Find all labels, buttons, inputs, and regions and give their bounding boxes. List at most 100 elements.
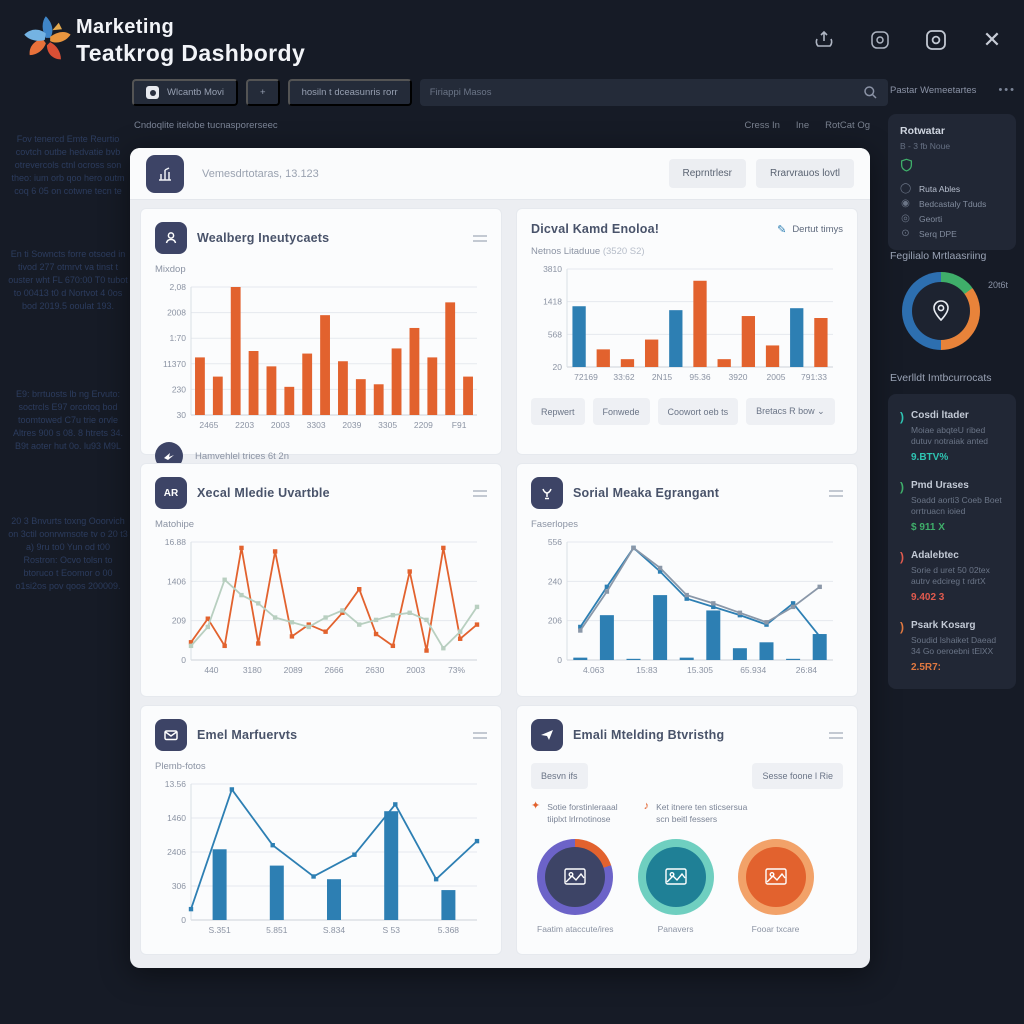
- chart-axis-note: (3520 S2): [602, 246, 645, 257]
- margin-note-2: E9: brrtuosts lb ng Ervuto: soctrcls E97…: [12, 389, 124, 451]
- list-bullet-icon: ⊙: [901, 228, 910, 239]
- metric-body: Psark Kosarg Soudid lshaiket Daead 34 Go …: [911, 620, 1004, 673]
- search-icon[interactable]: [863, 85, 878, 100]
- card-menu-icon[interactable]: [473, 731, 487, 739]
- tab-reports[interactable]: hosiln t dceasunris rorr: [287, 79, 412, 106]
- analytics-icon: [146, 154, 184, 193]
- donut-annotation: 20t6t: [988, 280, 1009, 290]
- svg-text:791:33: 791:33: [801, 372, 827, 382]
- svg-text:15:83: 15:83: [636, 665, 658, 675]
- close-icon[interactable]: ✕: [982, 27, 1002, 52]
- gauge-0: Faatim ataccute/ires: [537, 839, 614, 934]
- metric-body: Pmd Urases Soadd aorti3 Coeb Boet orrtrua…: [911, 480, 1004, 533]
- chart-axis-title: Netnos Litaduue: [531, 246, 601, 257]
- svg-text:33:62: 33:62: [613, 372, 635, 382]
- card-title: Xecal Mledie Uvartble: [197, 486, 330, 500]
- sidebar-menu-icon[interactable]: •••: [998, 84, 1016, 96]
- sidebar-item-1[interactable]: ◉ Bedcastaly Tduds: [900, 198, 1004, 209]
- card-engagement: Sorial Meaka Egrangant Faserlopes 556 240…: [516, 463, 858, 697]
- metric-title: Pmd Urases: [911, 480, 969, 491]
- person-icon: [531, 477, 563, 509]
- pencil-icon: ✎: [777, 223, 787, 236]
- gauge-core: [545, 847, 606, 907]
- svg-text:72169: 72169: [574, 372, 598, 382]
- metric-desc: Soudid lshaiket Daead 34 Go oeroebni tEl…: [911, 635, 997, 656]
- breadcrumb: Cndoqlite itelobe tucnasporerseec: [134, 120, 278, 131]
- search-bar[interactable]: [419, 79, 888, 106]
- location-pin-icon: [933, 300, 949, 322]
- feature-bullet-0: ✦ Sotie forstinleraaal tiiplxt lrlrnotinos…: [531, 801, 618, 825]
- gauge-2: Fooar txcare: [737, 839, 814, 934]
- svg-text:2008: 2008: [167, 308, 186, 318]
- svg-text:3303: 3303: [307, 420, 326, 430]
- segment-button-right[interactable]: Sesse foone l Rie: [752, 763, 843, 789]
- gauge-label: Fooar txcare: [751, 924, 800, 934]
- card-menu-icon[interactable]: [473, 234, 487, 242]
- chart-axis-title: Faserlopes: [531, 519, 578, 530]
- svg-text:2630: 2630: [365, 665, 384, 675]
- bell-icon: ♪: [643, 800, 650, 812]
- camera-icon[interactable]: [866, 26, 894, 54]
- card-menu-icon[interactable]: [829, 489, 843, 497]
- svg-text:S 53: S 53: [382, 925, 400, 935]
- detail-link[interactable]: ✎ Dertut timys: [777, 223, 843, 236]
- refresh-button[interactable]: Reprntrlesr: [668, 159, 746, 188]
- svg-text:2003: 2003: [271, 420, 290, 430]
- svg-text:5.851: 5.851: [266, 925, 288, 935]
- camera-frame-icon[interactable]: [922, 26, 950, 54]
- metric-item-2: ) Adalebtec Sorie d uret 50 02tex autrv ed…: [900, 550, 1004, 603]
- svg-text:306: 306: [172, 881, 186, 891]
- svg-text:0: 0: [181, 915, 186, 925]
- panel-title: Vemesdrtotaras, 13.123: [202, 167, 319, 180]
- card-email-marketing: Emel Marfuervts Plemb-fotos 13.56 1460 240…: [140, 705, 502, 955]
- svg-text:2039: 2039: [342, 420, 361, 430]
- gauge-label: Faatim ataccute/ires: [537, 924, 614, 934]
- tab-widgets[interactable]: Wlcantb Movi: [132, 79, 239, 106]
- breadcrumb-link-0[interactable]: Cress In: [744, 120, 780, 131]
- previous-period-button[interactable]: Rrarvrauos lovtl: [755, 159, 854, 188]
- svg-text:20: 20: [553, 362, 563, 372]
- ar-badge-icon: AR: [155, 477, 187, 509]
- card-title: Sorial Meaka Egrangant: [573, 486, 720, 500]
- list-bullet-icon: ◉: [901, 198, 910, 209]
- svg-text:13.56: 13.56: [165, 779, 187, 789]
- svg-text:1:70: 1:70: [169, 333, 186, 343]
- svg-text:4.063: 4.063: [583, 665, 605, 675]
- sidebar-panel-label: Pastar Wemeetartes: [890, 84, 977, 96]
- sidebar-item-0[interactable]: ◯ Ruta Ables: [900, 183, 1004, 194]
- chart-filter-button-0[interactable]: Repwert: [531, 398, 585, 425]
- share-icon[interactable]: [810, 26, 838, 54]
- svg-text:209: 209: [172, 616, 186, 626]
- svg-text:73%: 73%: [448, 665, 465, 675]
- svg-text:5.368: 5.368: [438, 925, 460, 935]
- svg-text:26:84: 26:84: [796, 665, 818, 675]
- sidebar-item-label: Serq DPE: [919, 228, 957, 239]
- svg-text:2,08: 2,08: [169, 282, 186, 292]
- metrics-card: ) Cosdi ltader Moiae abqteU ribed dutuv no…: [888, 394, 1016, 689]
- card-menu-icon[interactable]: [829, 731, 843, 739]
- gauge-ring: [637, 839, 714, 915]
- sidebar-item-3[interactable]: ⊙ Serq DPE: [900, 228, 1004, 239]
- dashboard-panel: Vemesdrtotaras, 13.123 Reprntrlesr Rrarv…: [130, 148, 870, 968]
- chart-filter-button-2[interactable]: Coowort oeb ts: [657, 398, 739, 425]
- app-title: Marketing Teatkrog Dashbordy: [76, 16, 305, 67]
- add-tab-button[interactable]: +: [246, 79, 280, 106]
- svg-text:240: 240: [548, 576, 562, 586]
- bar-line-chart-email: 13.56 1460 2406 306 0 S.351 5.851 S.834 S 53 5.36…: [155, 776, 487, 941]
- feature-bullets: ✦ Sotie forstinleraaal tiiplxt lrlrnotinos…: [531, 801, 843, 825]
- card-menu-icon[interactable]: [473, 489, 487, 497]
- search-input[interactable]: [429, 87, 863, 98]
- paper-plane-icon: [531, 719, 563, 751]
- bullet-text: Ket itnere ten sticsersua scn beitl fesse…: [656, 802, 748, 824]
- metric-marker-icon: ): [900, 480, 904, 494]
- card-title: Emel Marfuervts: [197, 728, 298, 742]
- segment-button-left[interactable]: Besvn ifs: [531, 763, 588, 789]
- chart-filter-button-3[interactable]: Bretacs R bow ⌄: [746, 398, 835, 425]
- breadcrumb-link-1[interactable]: Ine: [795, 120, 810, 131]
- sidebar-item-2[interactable]: ◎ Georti: [900, 213, 1004, 224]
- card-social-traffic: AR Xecal Mledie Uvartble Matohipe 16.88 1…: [140, 463, 502, 697]
- chart-filter-button-1[interactable]: Fonwede: [592, 398, 650, 425]
- breadcrumb-link-2[interactable]: RotCat Og: [825, 120, 870, 131]
- app-title-line2: Teatkrog Dashbordy: [76, 40, 306, 66]
- svg-text:1418: 1418: [543, 297, 562, 307]
